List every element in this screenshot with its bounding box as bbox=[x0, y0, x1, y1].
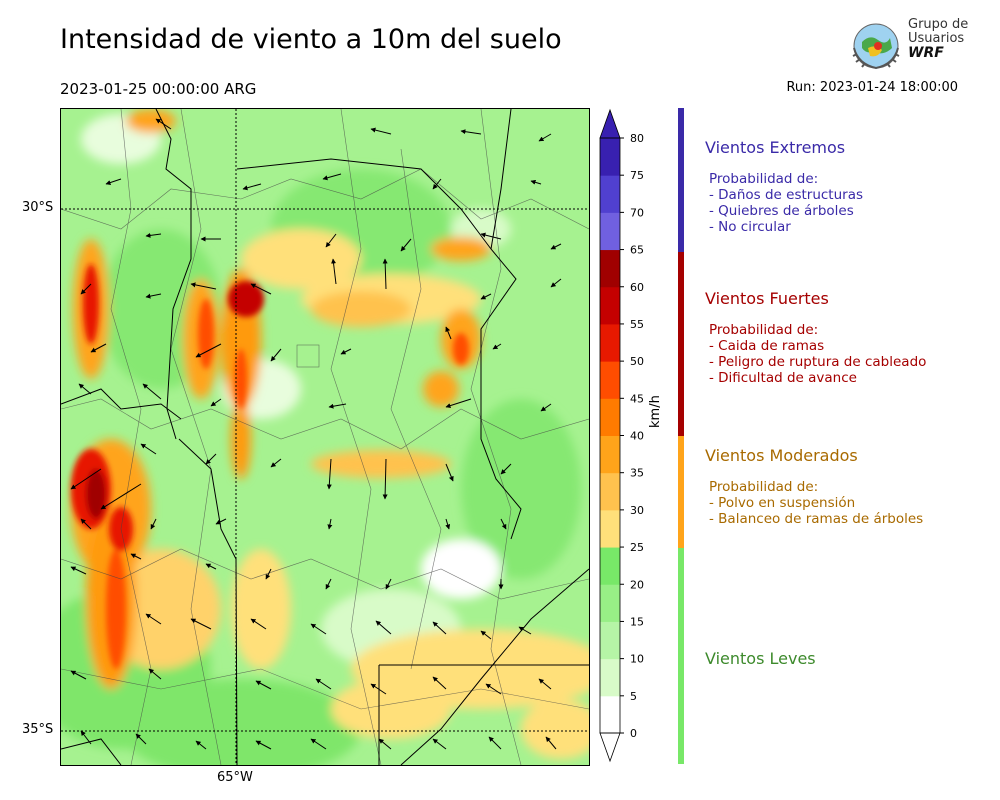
globe-logo-icon bbox=[852, 23, 900, 70]
colorbar-segment bbox=[600, 398, 620, 436]
wind-map bbox=[60, 108, 590, 766]
category-bar-strong bbox=[678, 252, 684, 436]
desc-item: - Caida de ramas bbox=[709, 338, 825, 354]
category-bar-extreme bbox=[678, 108, 684, 252]
desc-item: - Quiebres de árboles bbox=[709, 203, 854, 219]
category-bar-moderate bbox=[678, 436, 684, 548]
desc-header: Probabilidad de: bbox=[709, 322, 819, 338]
lon-label-65w: 65°W bbox=[217, 770, 253, 785]
desc-header: Probabilidad de: bbox=[709, 479, 819, 495]
colorbar-segment bbox=[600, 286, 620, 325]
logo-line-3: WRF bbox=[908, 45, 944, 61]
logo-line-1: Grupo de bbox=[908, 17, 969, 32]
colorbar-segment bbox=[600, 435, 620, 474]
colorbar-segment bbox=[600, 138, 620, 176]
colorbar-min-extension bbox=[599, 732, 621, 763]
colorbar-max-extension bbox=[599, 108, 621, 139]
lat-label-30s: 30°S bbox=[22, 200, 54, 215]
lat-label-35s: 35°S bbox=[22, 722, 54, 737]
category-title: Vientos Fuertes bbox=[705, 289, 829, 308]
colorbar-tick-label: 15 bbox=[630, 615, 644, 628]
colorbar-tick-label: 5 bbox=[630, 690, 637, 703]
colorbar-segment bbox=[600, 547, 620, 585]
colorbar-tick-label: 0 bbox=[630, 727, 637, 740]
category-title: Vientos Moderados bbox=[705, 446, 858, 465]
desc-header: Probabilidad de: bbox=[709, 171, 819, 187]
colorbar-tick-label: 40 bbox=[630, 430, 644, 443]
category-moderate: Vientos Moderados Probabilidad de: - Pol… bbox=[705, 446, 923, 527]
colorbar-segment bbox=[600, 323, 620, 362]
colorbar-segment bbox=[600, 175, 620, 213]
colorbar-tick-label: 45 bbox=[630, 392, 644, 405]
colorbar-segment bbox=[600, 249, 620, 288]
run-time: Run: 2023-01-24 18:00:00 bbox=[786, 80, 958, 95]
category-extreme: Vientos Extremos Probabilidad de: - Daño… bbox=[705, 138, 863, 235]
colorbar-segment bbox=[600, 695, 620, 734]
category-bar-light bbox=[678, 548, 684, 764]
desc-item: - Peligro de ruptura de cableado bbox=[709, 354, 927, 370]
category-description: Probabilidad de: - Polvo en suspensión -… bbox=[709, 479, 923, 527]
desc-item: - Daños de estructuras bbox=[709, 187, 864, 203]
colorbar-tick-label: 35 bbox=[630, 467, 644, 480]
colorbar-tick-label: 10 bbox=[630, 653, 644, 666]
colorbar-tick-label: 25 bbox=[630, 541, 644, 554]
colorbar-tick-label: 55 bbox=[630, 318, 644, 331]
colorbar-tick-label: 75 bbox=[630, 169, 644, 182]
colorbar-segment bbox=[600, 621, 620, 660]
colorbar-svg: 0 5 10 15 20 25 30 35 40 45 50 55 60 65 70 75 80 bbox=[599, 108, 644, 763]
colorbar-tick-label: 65 bbox=[630, 244, 644, 257]
colorbar-unit: km/h bbox=[648, 395, 663, 428]
desc-item: - Balanceo de ramas de árboles bbox=[709, 511, 924, 527]
desc-item: - Polvo en suspensión bbox=[709, 495, 856, 511]
colorbar-tick-label: 60 bbox=[630, 281, 644, 294]
category-title: Vientos Leves bbox=[705, 649, 816, 668]
wind-field-svg bbox=[61, 109, 589, 765]
colorbar-tick-label: 50 bbox=[630, 355, 644, 368]
valid-time: 2023-01-25 00:00:00 ARG bbox=[60, 80, 257, 98]
wrf-users-logo: Grupo de Usuarios WRF bbox=[848, 18, 973, 74]
colorbar-tick-label: 80 bbox=[630, 132, 644, 145]
colorbar-segment bbox=[600, 658, 620, 697]
colorbar-segment bbox=[600, 361, 620, 399]
colorbar-tick-label: 70 bbox=[630, 206, 644, 219]
colorbar: 0 5 10 15 20 25 30 35 40 45 50 55 60 65 70 75 80 bbox=[598, 108, 658, 768]
category-title: Vientos Extremos bbox=[705, 138, 846, 157]
category-strong: Vientos Fuertes Probabilidad de: - Caida… bbox=[705, 289, 926, 386]
colorbar-segment bbox=[600, 509, 620, 548]
page-title: Intensidad de viento a 10m del suelo bbox=[60, 24, 562, 55]
colorbar-tick-label: 20 bbox=[630, 578, 644, 591]
colorbar-segment bbox=[600, 584, 620, 622]
logo-line-2: Usuarios bbox=[908, 31, 965, 46]
colorbar-segment bbox=[600, 212, 620, 251]
category-light: Vientos Leves bbox=[705, 649, 816, 668]
desc-item: - No circular bbox=[709, 219, 791, 235]
desc-item: - Dificultad de avance bbox=[709, 370, 857, 386]
category-description: Probabilidad de: - Caida de ramas - Peli… bbox=[709, 322, 926, 386]
category-description: Probabilidad de: - Daños de estructuras … bbox=[709, 171, 863, 235]
colorbar-tick-label: 30 bbox=[630, 504, 644, 517]
colorbar-segment bbox=[600, 472, 620, 511]
